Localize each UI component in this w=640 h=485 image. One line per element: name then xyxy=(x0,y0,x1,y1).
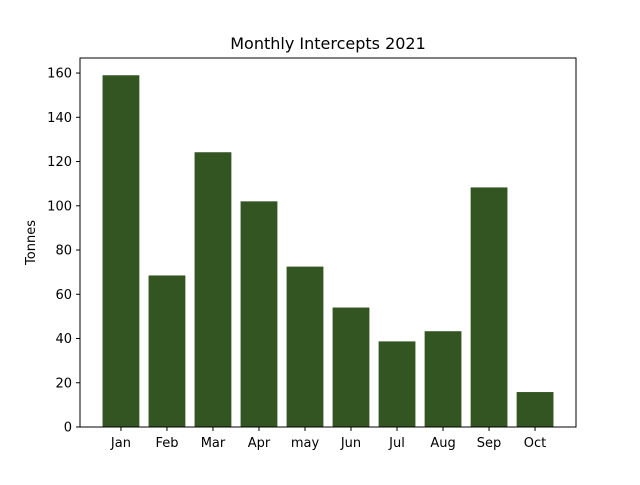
bar-jan xyxy=(102,75,140,427)
bar-jul xyxy=(378,341,416,427)
bars-layer xyxy=(102,75,554,427)
bar-oct xyxy=(516,392,554,427)
y-tick-label: 20 xyxy=(55,376,72,391)
x-tick-label-jul: Jul xyxy=(388,436,405,451)
x-tick-label-jan: Jan xyxy=(110,436,131,451)
x-tick-label-may: may xyxy=(291,436,320,451)
y-tick-label: 40 xyxy=(55,332,72,347)
y-axis-ticks: 0 20 40 60 80 100 120 140 160 xyxy=(47,67,80,436)
bar-sep xyxy=(470,187,508,427)
y-tick-label: 140 xyxy=(47,111,72,126)
x-tick-label-sep: Sep xyxy=(477,436,502,451)
x-tick-label-jun: Jun xyxy=(340,436,361,451)
bar-feb xyxy=(148,275,186,427)
x-tick-label-oct: Oct xyxy=(524,436,546,451)
y-tick-label: 160 xyxy=(47,67,72,82)
x-tick-label-mar: Mar xyxy=(201,436,226,451)
x-axis-ticks: Jan Feb Mar Apr may Jun Jul Aug Sep Oct xyxy=(110,427,546,451)
plot-frame xyxy=(79,57,577,428)
bar-mar xyxy=(194,152,232,427)
chart-title: Monthly Intercepts 2021 xyxy=(230,34,426,53)
y-tick-label: 120 xyxy=(47,155,72,170)
x-tick-label-apr: Apr xyxy=(248,436,271,451)
y-tick-label: 0 xyxy=(64,421,72,436)
bar-aug xyxy=(424,331,462,427)
y-tick-label: 100 xyxy=(47,199,72,214)
y-tick-label: 60 xyxy=(55,288,72,303)
x-tick-label-feb: Feb xyxy=(155,436,178,451)
x-tick-label-aug: Aug xyxy=(430,436,455,451)
y-axis-label: Tonnes xyxy=(24,220,39,266)
bar-may xyxy=(286,266,324,427)
y-tick-label: 80 xyxy=(55,244,72,259)
bar-apr xyxy=(240,201,278,427)
bar-jun xyxy=(332,307,370,427)
